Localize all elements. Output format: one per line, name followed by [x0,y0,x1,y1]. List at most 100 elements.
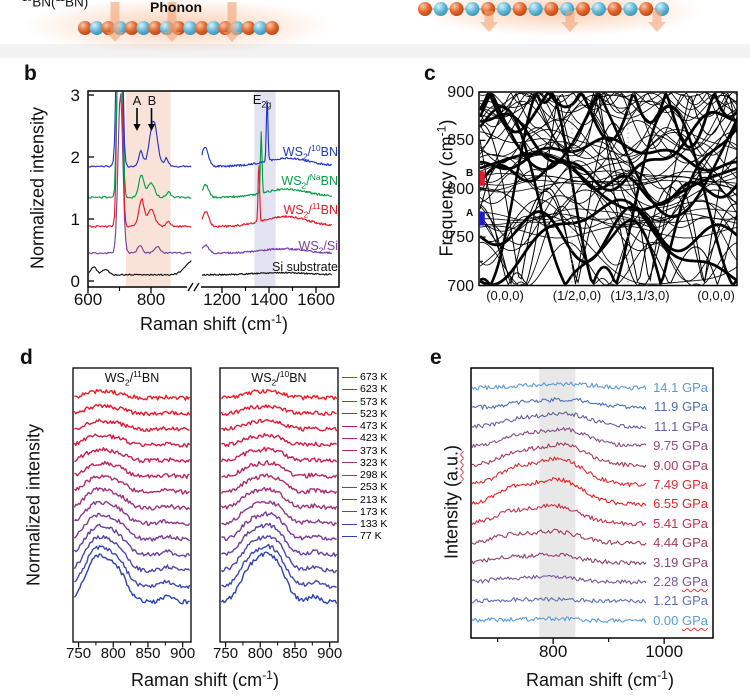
legend-label: 77 K [360,530,382,543]
phonon-branch [479,131,738,221]
legend-line [342,535,357,537]
temperature-curve [73,544,191,589]
temperature-curve [221,543,337,589]
legend-row: 623 K [342,383,387,395]
legend-row: 298 K [342,469,387,481]
highlight-band-0 [125,91,171,287]
panel-c-ytick: 850 [447,132,474,150]
legend-row: 523 K [342,408,387,420]
panel-e-tag: e [430,346,442,369]
panel-c-ytick: 750 [447,229,474,247]
panel-e-pressure-label: 9.00 GPa [653,457,708,473]
phonon-branch [479,122,738,285]
legend-label: 213 K [360,493,388,506]
pressure-curve [471,616,647,624]
phonon-branch [479,153,738,184]
panel-d-xlabel: Raman shift (cm-1) [131,668,279,690]
legend-row: 473 K [342,420,387,432]
temperature-curve [74,446,191,464]
spectrum-curve [88,91,192,168]
temperature-curve [73,474,190,495]
temperature-curve [73,523,191,558]
pressure-curve [471,574,647,585]
temperature-curve [74,388,191,401]
legend-line [342,462,357,464]
legend-row: 173 K [342,506,387,518]
temperature-curve [220,486,338,510]
panel-b-xtick: 600 [73,290,103,309]
panel-e-ylabel: Intensity (a.u.) [441,444,462,560]
panel-d-ylabel: Normalized intensity [23,423,44,587]
legend-label: 523 K [360,407,388,420]
panel-b-series-label: WS2/Si [298,239,338,256]
legend-line [342,486,357,488]
panel-e-pressure-label: 9.75 GPa [653,438,708,454]
panel-b-ylabel: Normalized intensity [27,106,48,270]
panel-e-pressure-label: 7.49 GPa [653,477,708,492]
legend-label: 473 K [360,420,388,433]
phonon-branch [479,158,738,207]
panel-e-pressure-label: 11.1 GPa [654,418,708,434]
phonon-branch [479,141,738,208]
panel-d-xtick: 850 [282,645,308,662]
temperature-curve [221,500,338,527]
panel-c-plot [478,91,738,287]
panel-e-pressure-label: 5.41 GPa [653,515,708,531]
panel-b-xtick: 1400 [250,290,288,309]
panel-d-plot-11bn [72,367,192,648]
legend-label: 573 K [360,395,388,408]
phonon-branch [479,108,738,161]
temperature-curve [73,534,191,574]
panel-d-tag: d [20,346,33,369]
atom-chain-diagram [23,0,705,54]
spectrum-curve [201,271,333,276]
panel-e-pressure-label: 6.55 GPa [653,496,708,512]
panel-e-xtick: 800 [538,642,568,661]
temperature-curve [73,486,191,511]
panel-a-isotope-label: 10BN(11BN) [22,0,89,10]
legend-line [342,474,357,476]
spectrum-curve [88,93,192,255]
phonon-branch [479,136,738,172]
legend-label: 673 K [360,371,388,384]
panel-d-xtick: 800 [100,645,126,662]
panel-b-ytick: 0 [70,272,80,291]
pressure-curve [471,528,647,546]
legend-label: 623 K [360,383,388,396]
marker-A [479,211,485,226]
panel-b-series-label: Si substrate [271,260,338,274]
phonon-branch [479,92,738,151]
temperature-curve [220,446,338,463]
legend-line [342,425,357,427]
legend-row: 77 K [342,530,387,542]
pressure-curve [471,397,647,410]
highlight-band-1 [254,91,276,287]
temperature-curve [221,432,337,448]
temperature-curve [73,433,191,448]
legend-line [342,450,357,452]
spectrum-curve [88,91,192,228]
arrow-A [133,124,141,131]
panel-e-pressure-label: 2.28 GPa [653,574,708,589]
panel-c-marker-letter: B [466,168,474,179]
panel-e-pressure-label: 14.1 GPa [653,380,708,395]
legend-label: 133 K [360,518,388,531]
temperature-curve [221,459,338,479]
temperature-curve [220,404,337,417]
phonon-branch [479,205,738,285]
legend-line [342,376,357,378]
panel-e-xtick: 1000 [645,642,684,661]
temperature-curve [74,418,190,433]
phonon-branch [479,129,738,157]
panel-d-xtick: 850 [135,645,161,662]
legend-label: 253 K [360,481,388,494]
phonon-branch [479,92,738,119]
e2g-annotation: E2g [252,92,272,110]
phonon-branch [479,215,738,285]
panel-c-ytick: 900 [447,84,474,101]
legend-row: 373 K [342,445,387,457]
legend-line [342,437,357,439]
panel-c-xtick: (0,0,0) [697,288,735,303]
pressure-curve [471,477,647,507]
legend-label: 373 K [360,444,388,457]
